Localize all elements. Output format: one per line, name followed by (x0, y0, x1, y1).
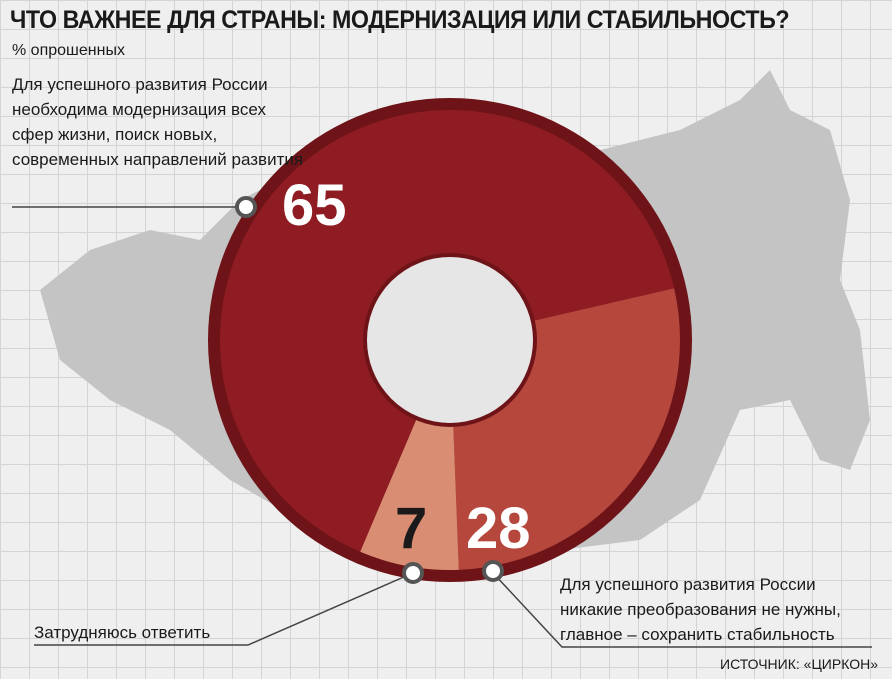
legend-label-28: Для успешного развития России никакие пр… (560, 575, 841, 644)
legend-label-65: Для успешного развития России необходима… (12, 75, 304, 169)
value-label-65: 65 (282, 173, 347, 238)
marker-65 (235, 196, 257, 218)
leader-line-28 (492, 572, 872, 648)
source-note: ИСТОЧНИК: «ЦИРКОН» (720, 656, 878, 672)
value-label-7: 7 (395, 496, 427, 561)
chart-title: ЧТО ВАЖНЕЕ ДЛЯ СТРАНЫ: МОДЕРНИЗАЦИЯ ИЛИ … (10, 6, 790, 34)
marker-7 (402, 562, 424, 584)
leader-line-7 (34, 572, 414, 646)
marker-28 (482, 560, 504, 582)
slice-7 (360, 418, 459, 570)
legend-label-7: Затрудняюсь ответить (34, 623, 211, 642)
value-label-28: 28 (466, 496, 531, 561)
donut-hole (363, 253, 537, 427)
chart-subtitle: % опрошенных (12, 42, 125, 59)
slice-65 (219, 109, 675, 552)
slice-28 (453, 288, 680, 570)
